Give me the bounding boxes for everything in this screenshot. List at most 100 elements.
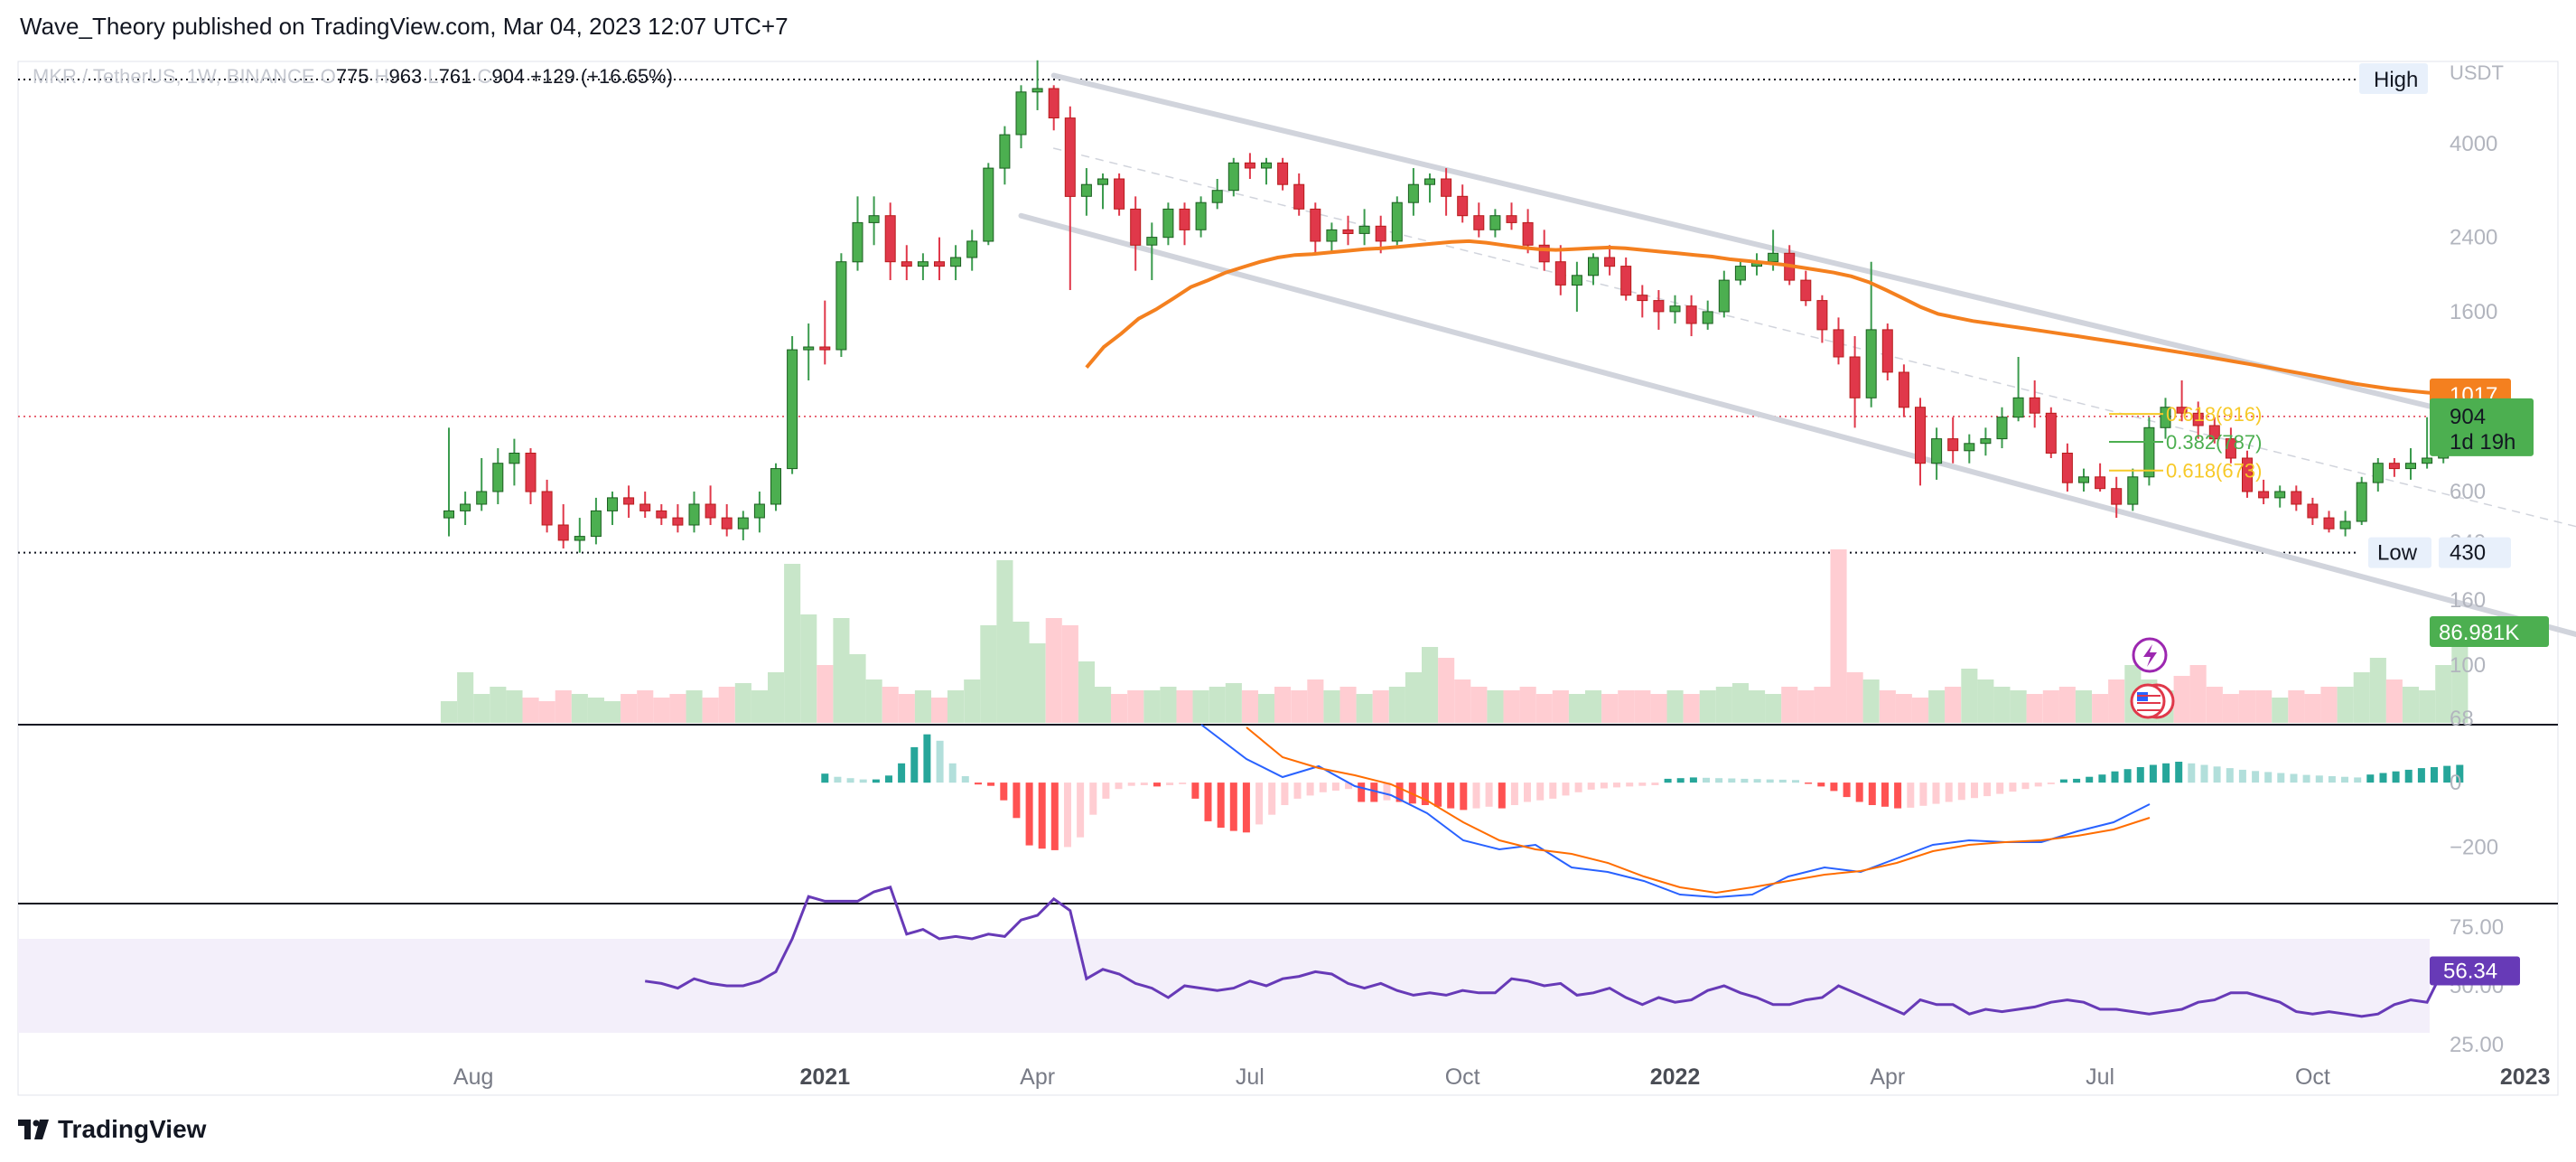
candle-body <box>1669 305 1681 313</box>
macd-hist-bar <box>1703 777 1710 783</box>
macd-hist-bar <box>1370 782 1378 802</box>
volume-bar <box>1568 694 1585 723</box>
candle-body <box>2323 517 2335 529</box>
volume-bar <box>1601 694 1619 723</box>
macd-hist-bar <box>1319 782 1327 792</box>
macd-hist-bar <box>1728 778 1736 783</box>
candle-body <box>1653 300 1665 313</box>
candle-body <box>705 503 716 519</box>
candle-body <box>1015 91 1027 136</box>
price-tick-label: 600 <box>2450 480 2486 504</box>
tradingview-logo-icon <box>18 1120 49 1139</box>
volume-bar <box>1422 647 1439 723</box>
volume-bar <box>1356 694 1373 723</box>
candle-body <box>1195 201 1207 230</box>
candle-body <box>901 261 912 267</box>
legend-title: MKR / TetherUS, 1W, BINANCE <box>33 65 321 88</box>
volume-bar <box>1061 625 1078 723</box>
macd-hist-bar <box>1932 782 1940 804</box>
candle-body <box>1816 300 1828 331</box>
macd-hist-bar <box>1242 782 1250 833</box>
volume-bar <box>621 694 638 723</box>
volume-bar <box>1405 672 1422 723</box>
macd-hist-bar <box>1064 782 1071 848</box>
volume-bar <box>1209 687 1226 723</box>
macd-hist-bar <box>2188 763 2196 783</box>
macd-hist-bar <box>1127 782 1135 786</box>
volume-bar <box>555 690 572 723</box>
candle-body <box>1080 183 1092 197</box>
ema-line <box>1085 239 2460 397</box>
macd-hist-bar <box>1664 778 1672 783</box>
macd-hist-bar <box>923 734 931 783</box>
volume-bar <box>1487 690 1504 723</box>
candle-body <box>2405 463 2416 470</box>
volume-bar <box>440 701 457 723</box>
candle-body <box>509 453 520 464</box>
volume-bar <box>1846 672 1863 723</box>
candle-body <box>443 510 454 519</box>
legend-change: +129 (+16.65%) <box>530 65 673 88</box>
x-tick-label: Jul <box>1236 1064 1265 1090</box>
volume-bar <box>669 694 686 723</box>
macd-hist-bar <box>936 740 944 783</box>
candle-body <box>1849 356 1861 398</box>
macd-hist-bar <box>1957 782 1965 801</box>
candle-body <box>1162 208 1174 239</box>
legend-h-label: H <box>375 65 389 88</box>
candle-body <box>1800 279 1812 302</box>
macd-hist-bar <box>2009 782 2017 792</box>
candle-body <box>1130 208 1142 246</box>
candle-body <box>460 503 471 511</box>
macd-hist-bar <box>2213 766 2221 783</box>
tradingview-logo[interactable]: TradingView <box>18 1115 206 1144</box>
volume-bar <box>2272 698 2289 723</box>
candle-body <box>1620 266 1632 296</box>
macd-hist-bar <box>1881 782 1889 807</box>
publish-header: Wave_Theory published on TradingView.com… <box>20 13 789 40</box>
volume-bar <box>1192 690 1209 723</box>
high-badge-label: High <box>2374 68 2418 92</box>
macd-hist-bar <box>2034 782 2042 787</box>
macd-hist-bar <box>2021 782 2030 790</box>
macd-hist-bar <box>2226 768 2234 783</box>
candle-body <box>541 491 553 526</box>
candle-body <box>787 349 798 470</box>
candle-body <box>1915 407 1926 464</box>
macd-hist-bar <box>1358 782 1366 802</box>
volume-bar <box>1945 687 1962 723</box>
volume-bar <box>1323 690 1340 723</box>
candle-body <box>1244 162 1255 169</box>
rsi-badge <box>2430 956 2520 986</box>
candle-body <box>2192 412 2204 426</box>
candle-body <box>2356 482 2367 522</box>
candle-body <box>2160 407 2171 428</box>
price-tick-label: 2400 <box>2450 226 2497 250</box>
candle-body <box>1702 311 1713 324</box>
fib-label: 0.618(916) <box>2166 403 2262 426</box>
volume-bar <box>1993 687 2011 723</box>
macd-hist-bar <box>1574 782 1582 792</box>
candle-body <box>1996 417 2008 440</box>
candle-body <box>656 510 667 519</box>
candle-body <box>1604 257 1616 267</box>
candle-body <box>557 524 569 541</box>
legend-line: MKR / TetherUS, 1W, BINANCE O775 H963 L7… <box>33 65 673 88</box>
candle-body <box>2372 463 2384 483</box>
candle-body <box>770 468 781 505</box>
macd-hist-bar <box>2098 774 2106 783</box>
macd-hist-bar <box>1395 782 1404 802</box>
volume-bar <box>1666 690 1684 723</box>
candle-body <box>476 491 488 505</box>
candle-body <box>1064 117 1076 197</box>
candle-body <box>1898 371 1909 408</box>
candle-body <box>1833 329 1844 358</box>
macd-hist-bar <box>2290 773 2298 783</box>
x-tick-label: Jul <box>2086 1064 2114 1090</box>
volume-series <box>440 549 2469 723</box>
candle-body <box>623 497 635 505</box>
volume-bar <box>1879 690 1896 723</box>
volume-bar <box>964 679 981 723</box>
macd-hist-bar <box>1038 782 1046 849</box>
